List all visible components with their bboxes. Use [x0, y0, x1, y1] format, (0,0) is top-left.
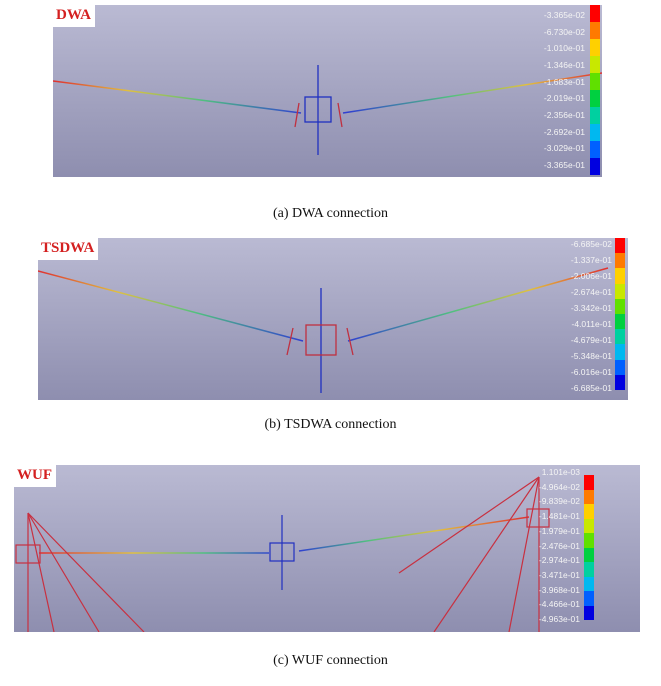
color-bar-block: [615, 268, 625, 283]
legend-label: -3.029e-01: [515, 143, 585, 153]
color-bar-block: [584, 533, 594, 548]
color-bar-block: [584, 577, 594, 592]
legend-label: -2.674e-01: [542, 287, 612, 297]
color-bar-block: [615, 314, 625, 329]
color-bar-block: [590, 90, 600, 107]
caption: (a) DWA connection: [0, 206, 661, 222]
color-bar-block: [615, 253, 625, 268]
legend-label: -2.974e-01: [510, 555, 580, 565]
legend-label: -1.010e-01: [515, 43, 585, 53]
panel-tag: TSDWA: [38, 238, 98, 260]
color-bar-block: [584, 591, 594, 606]
legend-label: -4.011e-01: [542, 319, 612, 329]
color-bar-block: [590, 124, 600, 141]
legend-label: -4.679e-01: [542, 335, 612, 345]
color-bar-block: [584, 475, 594, 490]
color-bar-block: [590, 56, 600, 73]
legend-label: -6.685e-02: [542, 239, 612, 249]
legend-label: -3.342e-01: [542, 303, 612, 313]
contour-panel: WUF 1.101e-03 -4.964e-02 -9.839e-02 -1.481e…: [14, 465, 640, 632]
caption: (c) WUF connection: [0, 653, 661, 669]
legend-label: -2.356e-01: [515, 110, 585, 120]
color-bar-block: [590, 39, 600, 56]
color-bar-block: [615, 238, 625, 253]
legend-label: -3.471e-01: [510, 570, 580, 580]
legend-label: -3.365e-01: [515, 160, 585, 170]
legend-label: -2.476e-01: [510, 541, 580, 551]
color-bar-block: [590, 73, 600, 90]
legend-label: -2.019e-01: [515, 93, 585, 103]
color-bar-block: [584, 606, 594, 621]
legend-label: -6.685e-01: [542, 383, 612, 393]
legend-label: -1.979e-01: [510, 526, 580, 536]
color-bar-block: [590, 107, 600, 124]
legend-label: -1.337e-01: [542, 255, 612, 265]
color-bar-block: [615, 344, 625, 359]
color-bar-block: [615, 360, 625, 375]
color-bar-block: [615, 329, 625, 344]
color-bar-block: [584, 562, 594, 577]
color-bar-block: [584, 519, 594, 534]
legend-label: -3.365e-02: [515, 10, 585, 20]
legend-label: -2.692e-01: [515, 127, 585, 137]
color-bar-block: [590, 141, 600, 158]
page: DWA -3.365e-02 -6.730e-02 -1.010e-01 -1.346…: [0, 0, 661, 686]
contour-panel: DWA -3.365e-02 -6.730e-02 -1.010e-01 -1.346…: [53, 5, 602, 177]
structure: [38, 238, 628, 400]
legend-label: -6.016e-01: [542, 367, 612, 377]
legend-label: -1.346e-01: [515, 60, 585, 70]
legend-label: -4.466e-01: [510, 599, 580, 609]
legend-label: -9.839e-02: [510, 496, 580, 506]
legend-label: -2.006e-01: [542, 271, 612, 281]
legend-label: -4.963e-01: [510, 614, 580, 624]
color-bar-block: [584, 490, 594, 505]
legend-label: -3.968e-01: [510, 585, 580, 595]
legend-label: -1.481e-01: [510, 511, 580, 521]
caption: (b) TSDWA connection: [0, 417, 661, 433]
color-bar-block: [584, 504, 594, 519]
contour-panel: TSDWA -6.685e-02 -1.337e-01 -2.006e-01 -2.6…: [38, 238, 628, 400]
legend-label: -1.683e-01: [515, 77, 585, 87]
panel-tag: DWA: [53, 5, 95, 27]
legend-label: -4.964e-02: [510, 482, 580, 492]
color-bar-block: [615, 299, 625, 314]
color-bar-block: [590, 22, 600, 39]
color-bar-block: [584, 548, 594, 563]
color-bar-block: [590, 158, 600, 175]
legend-label: -6.730e-02: [515, 27, 585, 37]
color-bar-block: [615, 375, 625, 390]
panel-tag: WUF: [14, 465, 56, 487]
legend-label: -5.348e-01: [542, 351, 612, 361]
legend-label: 1.101e-03: [510, 467, 580, 477]
color-bar-block: [590, 5, 600, 22]
color-bar-block: [615, 284, 625, 299]
